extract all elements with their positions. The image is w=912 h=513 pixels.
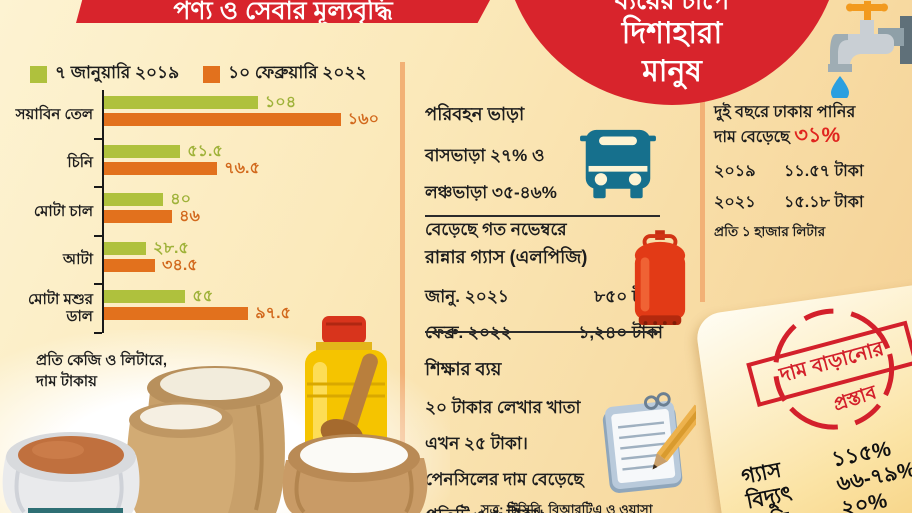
gas-row-label: ফেব্রু. ২০২২ <box>425 320 543 348</box>
axis-tick <box>94 234 102 237</box>
bar-2022 <box>104 113 341 126</box>
axis-tick <box>94 283 102 285</box>
divider-vertical-right <box>700 95 705 302</box>
headline-circle: ব্যয়ের চাপে দিশাহারা মানুষ <box>502 0 842 105</box>
legend-swatch-orange <box>203 65 221 83</box>
legend-item-2022: ১০ ফেব্রুয়ারি ২০২২ <box>203 60 366 88</box>
gas-row-2021: জানু. ২০২১ ৮৫০ টাকা <box>425 284 663 312</box>
legend-label-2022: ১০ ফেব্রুয়ারি ২০২২ <box>228 63 367 82</box>
bar-2019 <box>104 241 147 255</box>
bar-2019 <box>104 193 164 206</box>
education-line2: এখন ২৫ টাকা। <box>425 434 528 453</box>
chart-row: মোটা মশুর ডাল ৫৫ ৯৭.৫ <box>8 284 400 334</box>
water-section: দুই বছরে ঢাকায় পানির দাম বেড়েছে ৩১% ২০… <box>714 101 906 244</box>
water-row-2019: ২০১৯ ১১.৫৭ টাকা <box>714 163 864 180</box>
chart-unit-note: প্রতি কেজি ও লিটারে, দাম টাকায় <box>36 352 168 390</box>
water-line2: দাম বেড়েছে ৩১% <box>714 124 841 147</box>
legend-item-2019: ৭ জানুয়ারি ২০১৯ <box>30 60 179 88</box>
category-label: চিনি <box>67 154 93 172</box>
water-note: প্রতি ১ হাজার লিটার <box>714 224 826 239</box>
water-row-2021: ২০২১ ১৫.১৮ টাকা <box>714 194 864 211</box>
divider-gas-education <box>425 331 660 333</box>
education-title: শিক্ষার ব্যয় <box>425 359 502 379</box>
water-percent: ৩১% <box>794 124 841 147</box>
chart-row: আটা ২৮.৫ ৩৪.৫ <box>8 235 400 285</box>
chart-row: সয়াবিন তেল ১০৪ ১৬০ <box>8 90 400 140</box>
chart-row: চিনি ৫১.৫ ৭৬.৫ <box>8 138 400 188</box>
bar-value-label: ৫৫ <box>192 288 214 305</box>
legend-swatch-green <box>30 65 47 83</box>
source-note: সূত্র: টিসিবি, বিআরটিএ ও ওয়াসা <box>481 502 653 513</box>
water-tap-icon <box>828 1 912 98</box>
bar-value-label: ৪৬ <box>179 208 200 225</box>
sugar-sack-photo <box>282 353 428 513</box>
legend-label-2019: ৭ জানুয়ারি ২০১৯ <box>55 63 180 82</box>
headline-line3: মানুষ <box>642 55 702 88</box>
bar-value-label: ৪০ <box>170 191 191 208</box>
axis-tick <box>94 186 102 188</box>
water-line1: দুই বছরে ঢাকায় পানির <box>714 104 856 121</box>
bar-2022 <box>104 210 173 223</box>
transport-line2: লঞ্চভাড়া ৩৫-৪৬% <box>425 183 557 202</box>
headline-line1: ব্যয়ের চাপে <box>614 0 730 15</box>
category-label: মোটা চাল <box>33 202 93 220</box>
flour-sack-photo <box>126 402 236 513</box>
divider-vertical-left <box>400 62 405 470</box>
bar-2022 <box>104 161 218 175</box>
gas-row-2022: ফেব্রু. ২০২২ ১,২৪০ টাকা <box>425 320 663 348</box>
transport-title: পরিবহন ভাড়া <box>425 104 525 124</box>
category-label: আটা <box>62 251 93 269</box>
gas-title: রান্নার গ্যাস (এলপিজি) <box>425 247 588 267</box>
axis-tick <box>94 137 102 140</box>
price-hike-proposal-card: দাম বাড়ানোর প্রস্তাব গ্যাস ১১৫% বিদ্যুৎ ৬… <box>694 279 912 513</box>
bar-value-label: ২৮.৫ <box>153 239 189 257</box>
bar-value-label: ৯৭.৫ <box>255 305 291 322</box>
education-line1: ২০ টাকার লেখার খাতা <box>425 398 581 417</box>
page-title: পণ্য ও সেবার মূল্যবৃদ্ধি <box>173 0 393 23</box>
transport-line3: বেড়েছে গত নভেম্বরে <box>425 220 567 239</box>
education-line4: প্রতিটি ৩-৫ টাকা। <box>425 503 584 513</box>
education-line3: পেনসিলের দাম বেড়েছে <box>425 470 584 489</box>
bar-value-label: ৫১.৫ <box>187 142 223 160</box>
price-bar-chart: সয়াবিন তেল ১০৪ ১৬০ চিনি ৫১.৫ ৭৬.৫ মোটা চাল ৪০ ৪… <box>8 90 400 334</box>
axis-tick <box>94 331 102 334</box>
chart-legend: ৭ জানুয়ারি ২০১৯ ১০ ফেব্রুয়ারি ২০২২ <box>30 60 366 88</box>
category-label: সয়াবিন তেল <box>15 105 93 123</box>
gas-row-label: জানু. ২০২১ <box>425 287 509 306</box>
title-banner: পণ্য ও সেবার মূল্যবৃদ্ধি <box>76 0 490 23</box>
notebook-pencil-icon <box>602 392 696 493</box>
bar-value-label: ১৬০ <box>347 111 379 128</box>
floor-strip <box>28 508 123 513</box>
stamp-arcs <box>773 308 895 430</box>
transport-line1: বাসভাড়া ২৭% ও <box>425 146 545 165</box>
bus-icon <box>580 129 656 199</box>
chart-row: মোটা চাল ৪০ ৪৬ <box>8 187 400 237</box>
grocery-photo-montage <box>2 316 428 513</box>
headline-line2: দিশাহারা <box>621 17 723 50</box>
transport-section: পরিবহন ভাড়া বাসভাড়া ২৭% ও লঞ্চভাড়া ৩৫… <box>425 100 567 245</box>
bar-value-label: ৩৪.৫ <box>162 256 198 274</box>
bar-2019 <box>104 144 181 158</box>
bar-value-label: ১০৪ <box>264 94 297 111</box>
bar-2019 <box>104 96 258 109</box>
lpg-cylinder-icon <box>634 230 686 325</box>
education-section: শিক্ষার ব্যয় ২০ টাকার লেখার খাতা এখন ২৫… <box>425 355 584 513</box>
rubber-stamp: দাম বাড়ানোর প্রস্তাব <box>727 288 912 451</box>
bar-2019 <box>104 290 186 303</box>
bar-2022 <box>104 307 249 320</box>
category-label: মোটা মশুর ডাল <box>28 291 93 326</box>
lentil-sack-photo <box>2 432 140 513</box>
water-drop-icon <box>831 76 849 98</box>
divider-transport-gas <box>425 215 660 217</box>
bar-value-label: ৭৬.৫ <box>224 159 260 177</box>
bar-2022 <box>104 258 156 272</box>
